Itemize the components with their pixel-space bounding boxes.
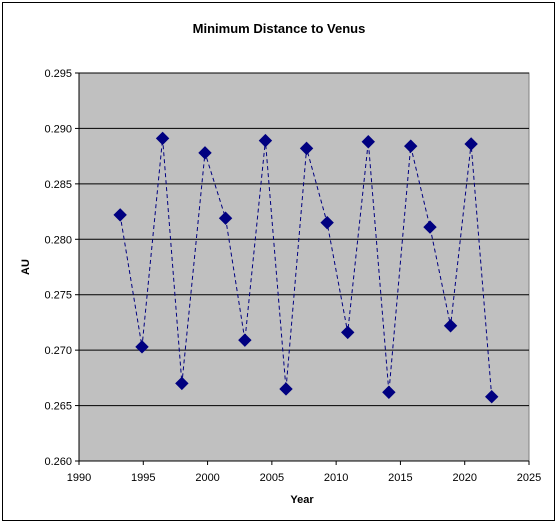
y-tick-label: 0.280 (44, 234, 72, 246)
y-tick-label: 0.270 (44, 345, 72, 357)
y-tick-label: 0.275 (44, 290, 72, 302)
data-point (341, 325, 355, 340)
data-point (279, 382, 293, 396)
data-point (423, 220, 437, 234)
y-tick-label: 0.260 (44, 456, 72, 468)
x-tick-label: 2005 (260, 472, 284, 484)
data-point (135, 340, 149, 354)
x-axis-label: Year (290, 494, 314, 506)
x-tick-label: 2000 (195, 472, 219, 484)
chart-svg: Minimum Distance to Venus 0.260 0.265 0.27… (20, 21, 541, 506)
data-point (299, 141, 314, 156)
x-tick-label: 1995 (131, 472, 155, 484)
data-point (198, 146, 212, 160)
data-points (113, 131, 499, 404)
data-point (218, 211, 233, 225)
y-tick-labels: 0.260 0.265 0.270 0.275 0.280 0.285 0.290 0.295 (44, 68, 72, 468)
data-point (258, 133, 273, 148)
x-tick-label: 2025 (517, 472, 541, 484)
axes (75, 72, 530, 465)
chart-title: Minimum Distance to Venus (193, 21, 366, 36)
chart-area: Minimum Distance to Venus 0.260 0.265 0.27… (2, 2, 555, 521)
y-tick-label: 0.265 (44, 401, 72, 413)
data-point (175, 376, 189, 391)
y-axis-label: AU (20, 259, 32, 275)
data-point (238, 333, 252, 347)
data-point (320, 215, 334, 230)
data-point (113, 208, 127, 222)
x-tick-label: 2010 (324, 472, 348, 484)
data-point (443, 319, 458, 333)
x-tick-label: 2015 (388, 472, 412, 484)
data-point (382, 385, 396, 399)
data-point (155, 131, 170, 146)
y-tick-label: 0.290 (44, 123, 72, 135)
y-tick-label: 0.285 (44, 179, 72, 191)
x-tick-label: 1990 (67, 472, 91, 484)
y-tick-label: 0.295 (44, 68, 72, 80)
plot-area (78, 72, 530, 462)
data-point (464, 137, 478, 151)
data-point (485, 389, 499, 404)
data-point (361, 135, 375, 149)
x-tick-label: 2020 (452, 472, 476, 484)
data-point (404, 139, 418, 153)
x-tick-labels: 1990 1995 2000 2005 2010 2015 2020 2025 (67, 472, 541, 484)
